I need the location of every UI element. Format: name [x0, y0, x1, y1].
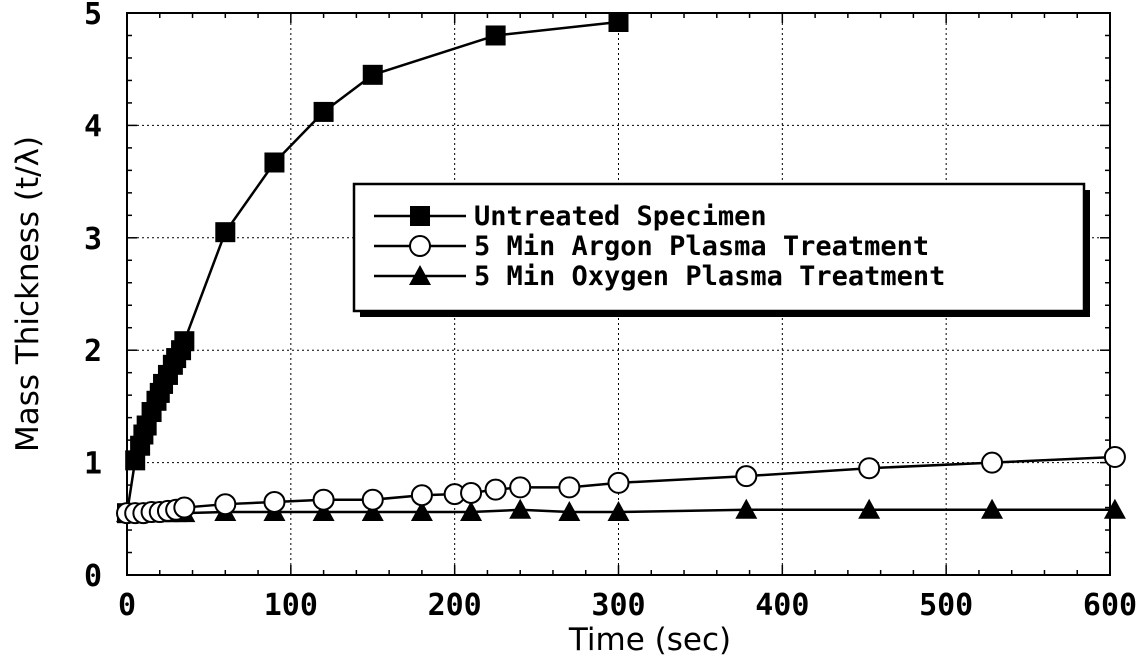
x-tick-labels: 0 100 200 300 400 500 600 — [118, 588, 1137, 623]
legend-item-1: Untreated Specimen — [374, 201, 767, 232]
x-tick-label: 100 — [264, 588, 318, 623]
data-point — [215, 222, 236, 243]
x-tick-label: 300 — [591, 588, 645, 623]
x-axis-title: Time (sec) — [568, 622, 731, 656]
data-point — [264, 152, 285, 173]
data-point — [263, 490, 286, 513]
data-point — [509, 498, 532, 519]
data-point — [173, 496, 196, 519]
data-point — [174, 331, 195, 352]
data-point — [608, 11, 629, 32]
y-tick-label: 3 — [84, 222, 102, 257]
y-tick-label: 1 — [84, 447, 102, 482]
data-point — [558, 476, 581, 499]
data-point — [735, 498, 758, 519]
data-point — [735, 465, 758, 488]
x-tick-label: 0 — [118, 588, 136, 623]
y-tick-label: 4 — [84, 109, 102, 144]
legend-box — [352, 182, 1086, 313]
legend-label: 5 Min Argon Plasma Treatment — [474, 231, 929, 262]
data-point — [558, 501, 581, 522]
legend-marker — [409, 235, 431, 257]
data-point — [485, 25, 506, 46]
y-tick-label: 0 — [84, 559, 102, 594]
data-point — [410, 501, 433, 522]
data-point — [607, 501, 630, 522]
data-point — [460, 501, 483, 522]
data-point — [312, 501, 335, 522]
data-point — [214, 493, 237, 516]
data-point — [312, 488, 335, 511]
legend-item-2: 5 Min Argon Plasma Treatment — [374, 231, 929, 262]
legend-label: Untreated Specimen — [474, 201, 767, 232]
series-layer — [116, 11, 1126, 525]
data-point — [460, 481, 483, 504]
legend-marker — [410, 206, 430, 226]
data-point — [313, 101, 334, 122]
data-point — [362, 64, 383, 85]
y-tick-labels: 0 1 2 3 4 5 — [84, 0, 102, 594]
data-point — [1103, 445, 1126, 468]
y-tick-label: 2 — [84, 334, 102, 369]
data-point — [361, 488, 384, 511]
x-tick-label: 200 — [428, 588, 482, 623]
x-tick-label: 400 — [755, 588, 809, 623]
x-tick-label: 500 — [919, 588, 973, 623]
series-2 — [116, 445, 1126, 525]
legend-item-3: 5 Min Oxygen Plasma Treatment — [374, 261, 945, 292]
y-axis-title: Mass Thickness (t/λ) — [10, 136, 46, 452]
data-point — [1103, 498, 1126, 519]
data-point — [981, 498, 1004, 519]
data-point — [607, 471, 630, 494]
legend-label: 5 Min Oxygen Plasma Treatment — [474, 261, 945, 292]
data-point — [410, 484, 433, 507]
data-point — [981, 451, 1004, 474]
data-point — [509, 476, 532, 499]
x-tick-label: 600 — [1083, 588, 1137, 623]
data-point — [858, 457, 881, 480]
data-point — [361, 501, 384, 522]
legend-marker — [409, 265, 431, 285]
data-point — [858, 498, 881, 519]
data-point — [484, 478, 507, 501]
y-tick-label: 5 — [84, 0, 102, 32]
